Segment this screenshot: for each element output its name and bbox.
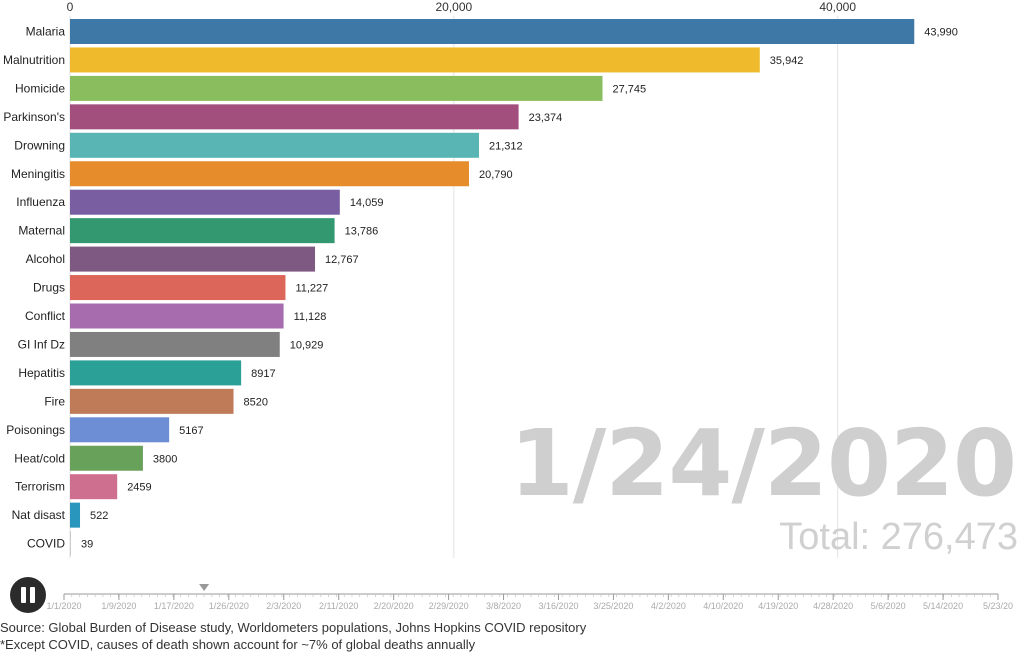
category-label: Malnutrition: [3, 53, 65, 67]
timeline-date-label[interactable]: 1/17/2020: [154, 601, 194, 611]
value-label: 14,059: [350, 197, 384, 209]
timeline-date-label[interactable]: 2/20/2020: [374, 601, 414, 611]
value-label: 13,786: [345, 226, 379, 238]
timeline-date-label[interactable]: 2/11/2020: [319, 601, 358, 611]
category-label: Homicide: [15, 81, 65, 95]
pause-button[interactable]: [10, 577, 46, 613]
value-label: 11,227: [295, 283, 328, 295]
timeline-date-label[interactable]: 1/9/2020: [101, 601, 136, 611]
timeline-date-label[interactable]: 4/28/2020: [813, 601, 853, 611]
value-label: 2459: [127, 482, 151, 494]
category-label: Maternal: [18, 224, 65, 238]
value-label: 20,790: [479, 169, 513, 181]
x-tick-label: 20,000: [435, 0, 472, 14]
timeline-date-label[interactable]: 4/10/2020: [703, 601, 743, 611]
value-label: 21,312: [489, 140, 523, 152]
timeline-date-label[interactable]: 5/14/2020: [923, 601, 963, 611]
category-label: Nat disast: [12, 508, 66, 522]
category-label: Parkinson's: [3, 110, 65, 124]
value-label: 522: [90, 510, 108, 522]
category-label: COVID: [27, 537, 65, 551]
category-label: Hepatitis: [18, 366, 65, 380]
value-label: 39: [81, 539, 93, 551]
bar: [70, 303, 284, 329]
timeline-slider[interactable]: 1/1/2020 1/9/2020 1/17/2020 1/26/2020 2/3/20…: [0, 580, 1020, 616]
bar: [70, 189, 340, 215]
value-label: 35,942: [770, 55, 804, 67]
timeline-date-label[interactable]: 5/6/2020: [871, 601, 906, 611]
value-label: 23,374: [529, 112, 563, 124]
timeline-date-label[interactable]: 4/2/2020: [651, 601, 686, 611]
value-label: 10,929: [290, 339, 324, 351]
category-label: Drugs: [33, 281, 65, 295]
timeline-handle-icon[interactable]: [199, 584, 210, 591]
bar: [70, 47, 760, 73]
category-label: Fire: [44, 394, 65, 408]
timeline-date-label[interactable]: 1/26/2020: [209, 601, 249, 611]
x-tick-label: 0: [67, 0, 74, 14]
category-label: GI Inf Dz: [18, 337, 65, 351]
bar: [70, 132, 480, 158]
chart-footer: Source: Global Burden of Disease study, …: [0, 619, 586, 653]
bar: [70, 417, 170, 443]
timeline-date-label[interactable]: 3/16/2020: [538, 601, 578, 611]
timeline-date-label[interactable]: 1/1/2020: [46, 601, 81, 611]
source-text: Source: Global Burden of Disease study, …: [0, 620, 587, 635]
timeline-date-label[interactable]: 2/3/2020: [266, 601, 301, 611]
category-label: Poisonings: [6, 423, 65, 437]
timeline-date-label[interactable]: 3/25/2020: [593, 601, 633, 611]
category-label: Alcohol: [26, 252, 65, 266]
bar: [70, 246, 316, 272]
value-label: 11,128: [294, 311, 327, 323]
timeline-date-label[interactable]: 4/19/2020: [758, 601, 798, 611]
timeline-date-label[interactable]: 5/23/20: [983, 601, 1013, 611]
bar: [70, 161, 469, 187]
value-label: 43,990: [924, 27, 958, 39]
bar: [70, 331, 280, 357]
value-label: 3800: [153, 453, 177, 465]
category-label: Conflict: [25, 309, 66, 323]
bar: [70, 218, 335, 244]
pause-icon-bar: [30, 587, 35, 603]
pause-icon: [21, 587, 26, 603]
bar: [70, 360, 242, 386]
bar: [70, 445, 143, 471]
category-label: Terrorism: [15, 480, 65, 494]
category-label: Malaria: [26, 25, 66, 39]
bar: [70, 75, 603, 101]
total-deaths-overlay: Total: 276,473: [779, 516, 1018, 558]
value-label: 5167: [179, 425, 203, 437]
bar: [70, 474, 118, 500]
timeline-date-label[interactable]: 2/29/2020: [429, 601, 469, 611]
category-label: Heat/cold: [14, 451, 65, 465]
bar: [70, 531, 71, 557]
value-label: 8520: [244, 396, 268, 408]
category-label: Drowning: [14, 138, 65, 152]
bar: [70, 275, 286, 301]
value-label: 8917: [251, 368, 275, 380]
timeline-date-label[interactable]: 3/8/2020: [486, 601, 521, 611]
category-label: Meningitis: [11, 167, 65, 181]
bar: [70, 502, 81, 528]
bar: [70, 388, 234, 414]
value-label: 12,767: [325, 254, 359, 266]
bar: [70, 104, 519, 130]
x-tick-label: 40,000: [819, 0, 856, 14]
value-label: 27,745: [612, 83, 646, 95]
bar-chart: 0 20,000 40,000 Malaria 43,990 Malnutrition 35…: [3, 0, 958, 558]
bar: [70, 19, 915, 44]
current-date-overlay: 1/24/2020: [509, 410, 1017, 517]
category-label: Influenza: [16, 195, 65, 209]
footnote-text: *Except COVID, causes of death shown acc…: [0, 637, 476, 652]
